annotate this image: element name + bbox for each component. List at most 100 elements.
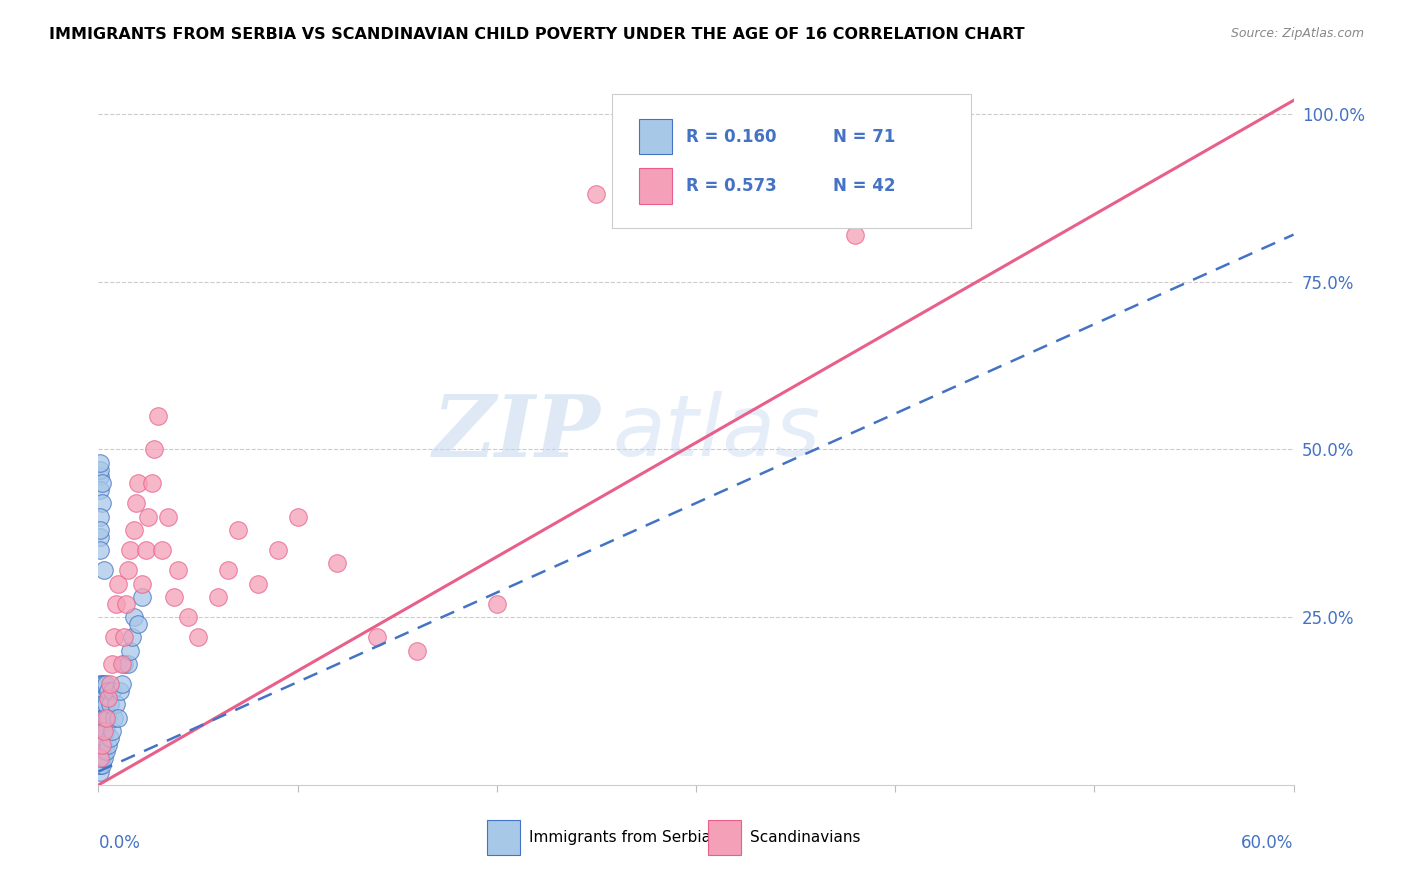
Text: 60.0%: 60.0%: [1241, 834, 1294, 852]
Text: R = 0.573: R = 0.573: [686, 177, 778, 195]
Point: [89, 757, 111, 772]
Point: [93, 698, 115, 712]
Point: [98, 698, 122, 712]
Point: [89, 738, 111, 752]
Text: Source: ZipAtlas.com: Source: ZipAtlas.com: [1230, 27, 1364, 40]
Point: [89, 698, 111, 712]
Point: [101, 684, 124, 698]
Point: [246, 576, 269, 591]
Point: [89, 523, 111, 537]
Point: [89, 731, 111, 745]
Point: [91, 690, 114, 705]
Point: [89, 469, 111, 483]
Point: [91, 496, 114, 510]
Point: [135, 543, 157, 558]
Point: [97, 690, 120, 705]
Point: [97, 738, 120, 752]
Point: [89, 717, 111, 731]
Point: [89, 764, 111, 779]
Text: Scandinavians: Scandinavians: [749, 830, 860, 846]
Point: [111, 657, 134, 672]
Point: [485, 597, 508, 611]
Point: [89, 483, 111, 497]
Point: [89, 711, 111, 725]
Point: [89, 509, 111, 524]
Point: [163, 590, 186, 604]
Text: 0.0%: 0.0%: [98, 834, 141, 852]
Point: [101, 657, 124, 672]
Point: [127, 475, 149, 490]
Point: [103, 630, 125, 644]
Point: [91, 724, 114, 739]
FancyBboxPatch shape: [613, 95, 972, 228]
Point: [89, 543, 111, 558]
Point: [217, 563, 239, 577]
Point: [89, 757, 111, 772]
Point: [91, 751, 114, 765]
Point: [406, 644, 429, 658]
Point: [131, 576, 153, 591]
Text: ZIP: ZIP: [433, 391, 600, 475]
Point: [96, 698, 118, 712]
Point: [105, 698, 128, 712]
Point: [105, 597, 128, 611]
Point: [110, 684, 132, 698]
FancyBboxPatch shape: [638, 119, 672, 154]
Point: [89, 690, 111, 705]
Text: N = 71: N = 71: [834, 128, 896, 145]
Point: [124, 523, 146, 537]
Point: [111, 677, 134, 691]
Point: [326, 557, 349, 571]
Point: [98, 677, 122, 691]
Point: [89, 530, 111, 544]
Point: [585, 187, 607, 202]
Point: [89, 677, 111, 691]
FancyBboxPatch shape: [486, 821, 520, 855]
Point: [96, 711, 118, 725]
Point: [96, 724, 118, 739]
Point: [117, 657, 139, 672]
Text: atlas: atlas: [613, 391, 820, 475]
Point: [167, 563, 190, 577]
Point: [124, 610, 146, 624]
Point: [89, 724, 111, 739]
Point: [89, 731, 111, 745]
Point: [91, 738, 114, 752]
Point: [89, 751, 111, 765]
Point: [89, 751, 111, 765]
Point: [89, 456, 111, 470]
Point: [89, 738, 111, 752]
Point: [127, 616, 149, 631]
Point: [226, 523, 249, 537]
Point: [96, 677, 118, 691]
Point: [101, 724, 124, 739]
Point: [366, 630, 388, 644]
FancyBboxPatch shape: [709, 821, 741, 855]
Point: [157, 509, 180, 524]
Point: [93, 738, 115, 752]
Point: [97, 684, 120, 698]
Point: [91, 744, 114, 758]
Point: [89, 462, 111, 476]
Point: [112, 630, 135, 644]
Point: [143, 442, 166, 457]
Point: [103, 711, 125, 725]
Point: [91, 475, 114, 490]
Point: [93, 717, 115, 731]
FancyBboxPatch shape: [638, 169, 672, 203]
Point: [131, 590, 153, 604]
Point: [89, 717, 111, 731]
Point: [93, 563, 115, 577]
Point: [89, 704, 111, 718]
Point: [187, 630, 209, 644]
Point: [107, 711, 129, 725]
Point: [177, 610, 200, 624]
Point: [93, 751, 115, 765]
Point: [148, 409, 170, 423]
Point: [91, 757, 114, 772]
Point: [267, 543, 290, 558]
Point: [93, 711, 115, 725]
Point: [115, 597, 138, 611]
Point: [287, 509, 309, 524]
Point: [136, 509, 159, 524]
